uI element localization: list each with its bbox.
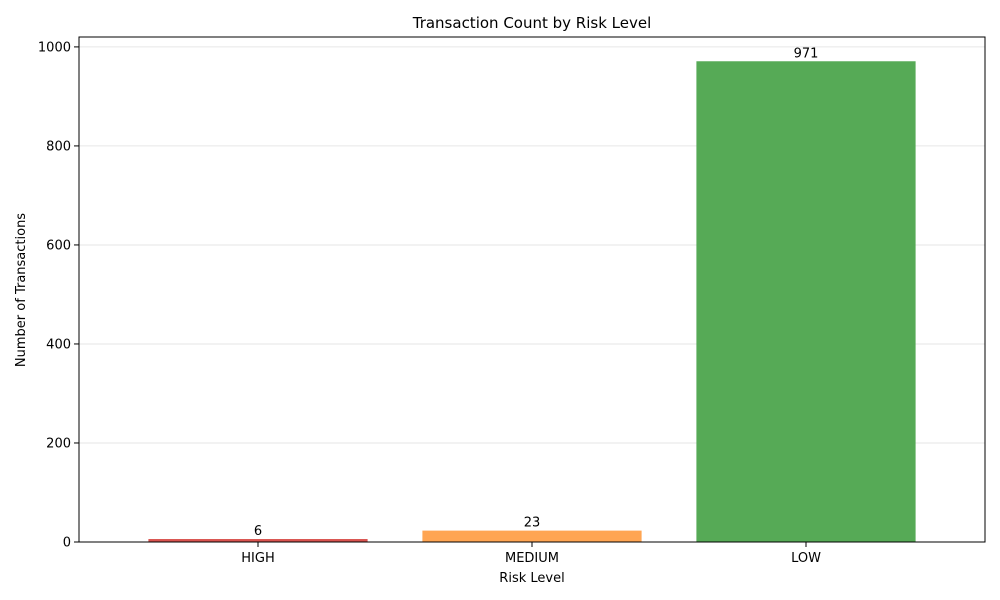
x-axis-ticks: HIGH MEDIUM LOW (241, 542, 821, 566)
data-label-high: 6 (254, 524, 262, 539)
bar-medium (422, 530, 642, 542)
y-axis-ticks: 0 200 400 600 800 1000 (38, 40, 79, 551)
y-tick-label: 600 (46, 238, 71, 253)
bar-low (696, 61, 916, 543)
y-tick-label: 400 (46, 337, 71, 352)
data-label-medium: 23 (524, 516, 541, 531)
y-tick-label: 1000 (38, 40, 71, 55)
data-labels-group: 6 23 971 (254, 46, 819, 539)
x-axis-label: Risk Level (499, 571, 564, 586)
y-tick-label: 800 (46, 139, 71, 154)
x-tick-label-low: LOW (791, 551, 821, 566)
y-tick-label: 0 (63, 536, 71, 551)
y-axis-label: Number of Transactions (14, 213, 29, 367)
x-tick-label-medium: MEDIUM (505, 551, 559, 566)
y-tick-label: 200 (46, 436, 71, 451)
data-label-low: 971 (794, 46, 819, 61)
bars-group (148, 61, 916, 543)
bar-high (148, 539, 368, 542)
chart-title: Transaction Count by Risk Level (412, 14, 652, 32)
x-tick-label-high: HIGH (241, 551, 274, 566)
